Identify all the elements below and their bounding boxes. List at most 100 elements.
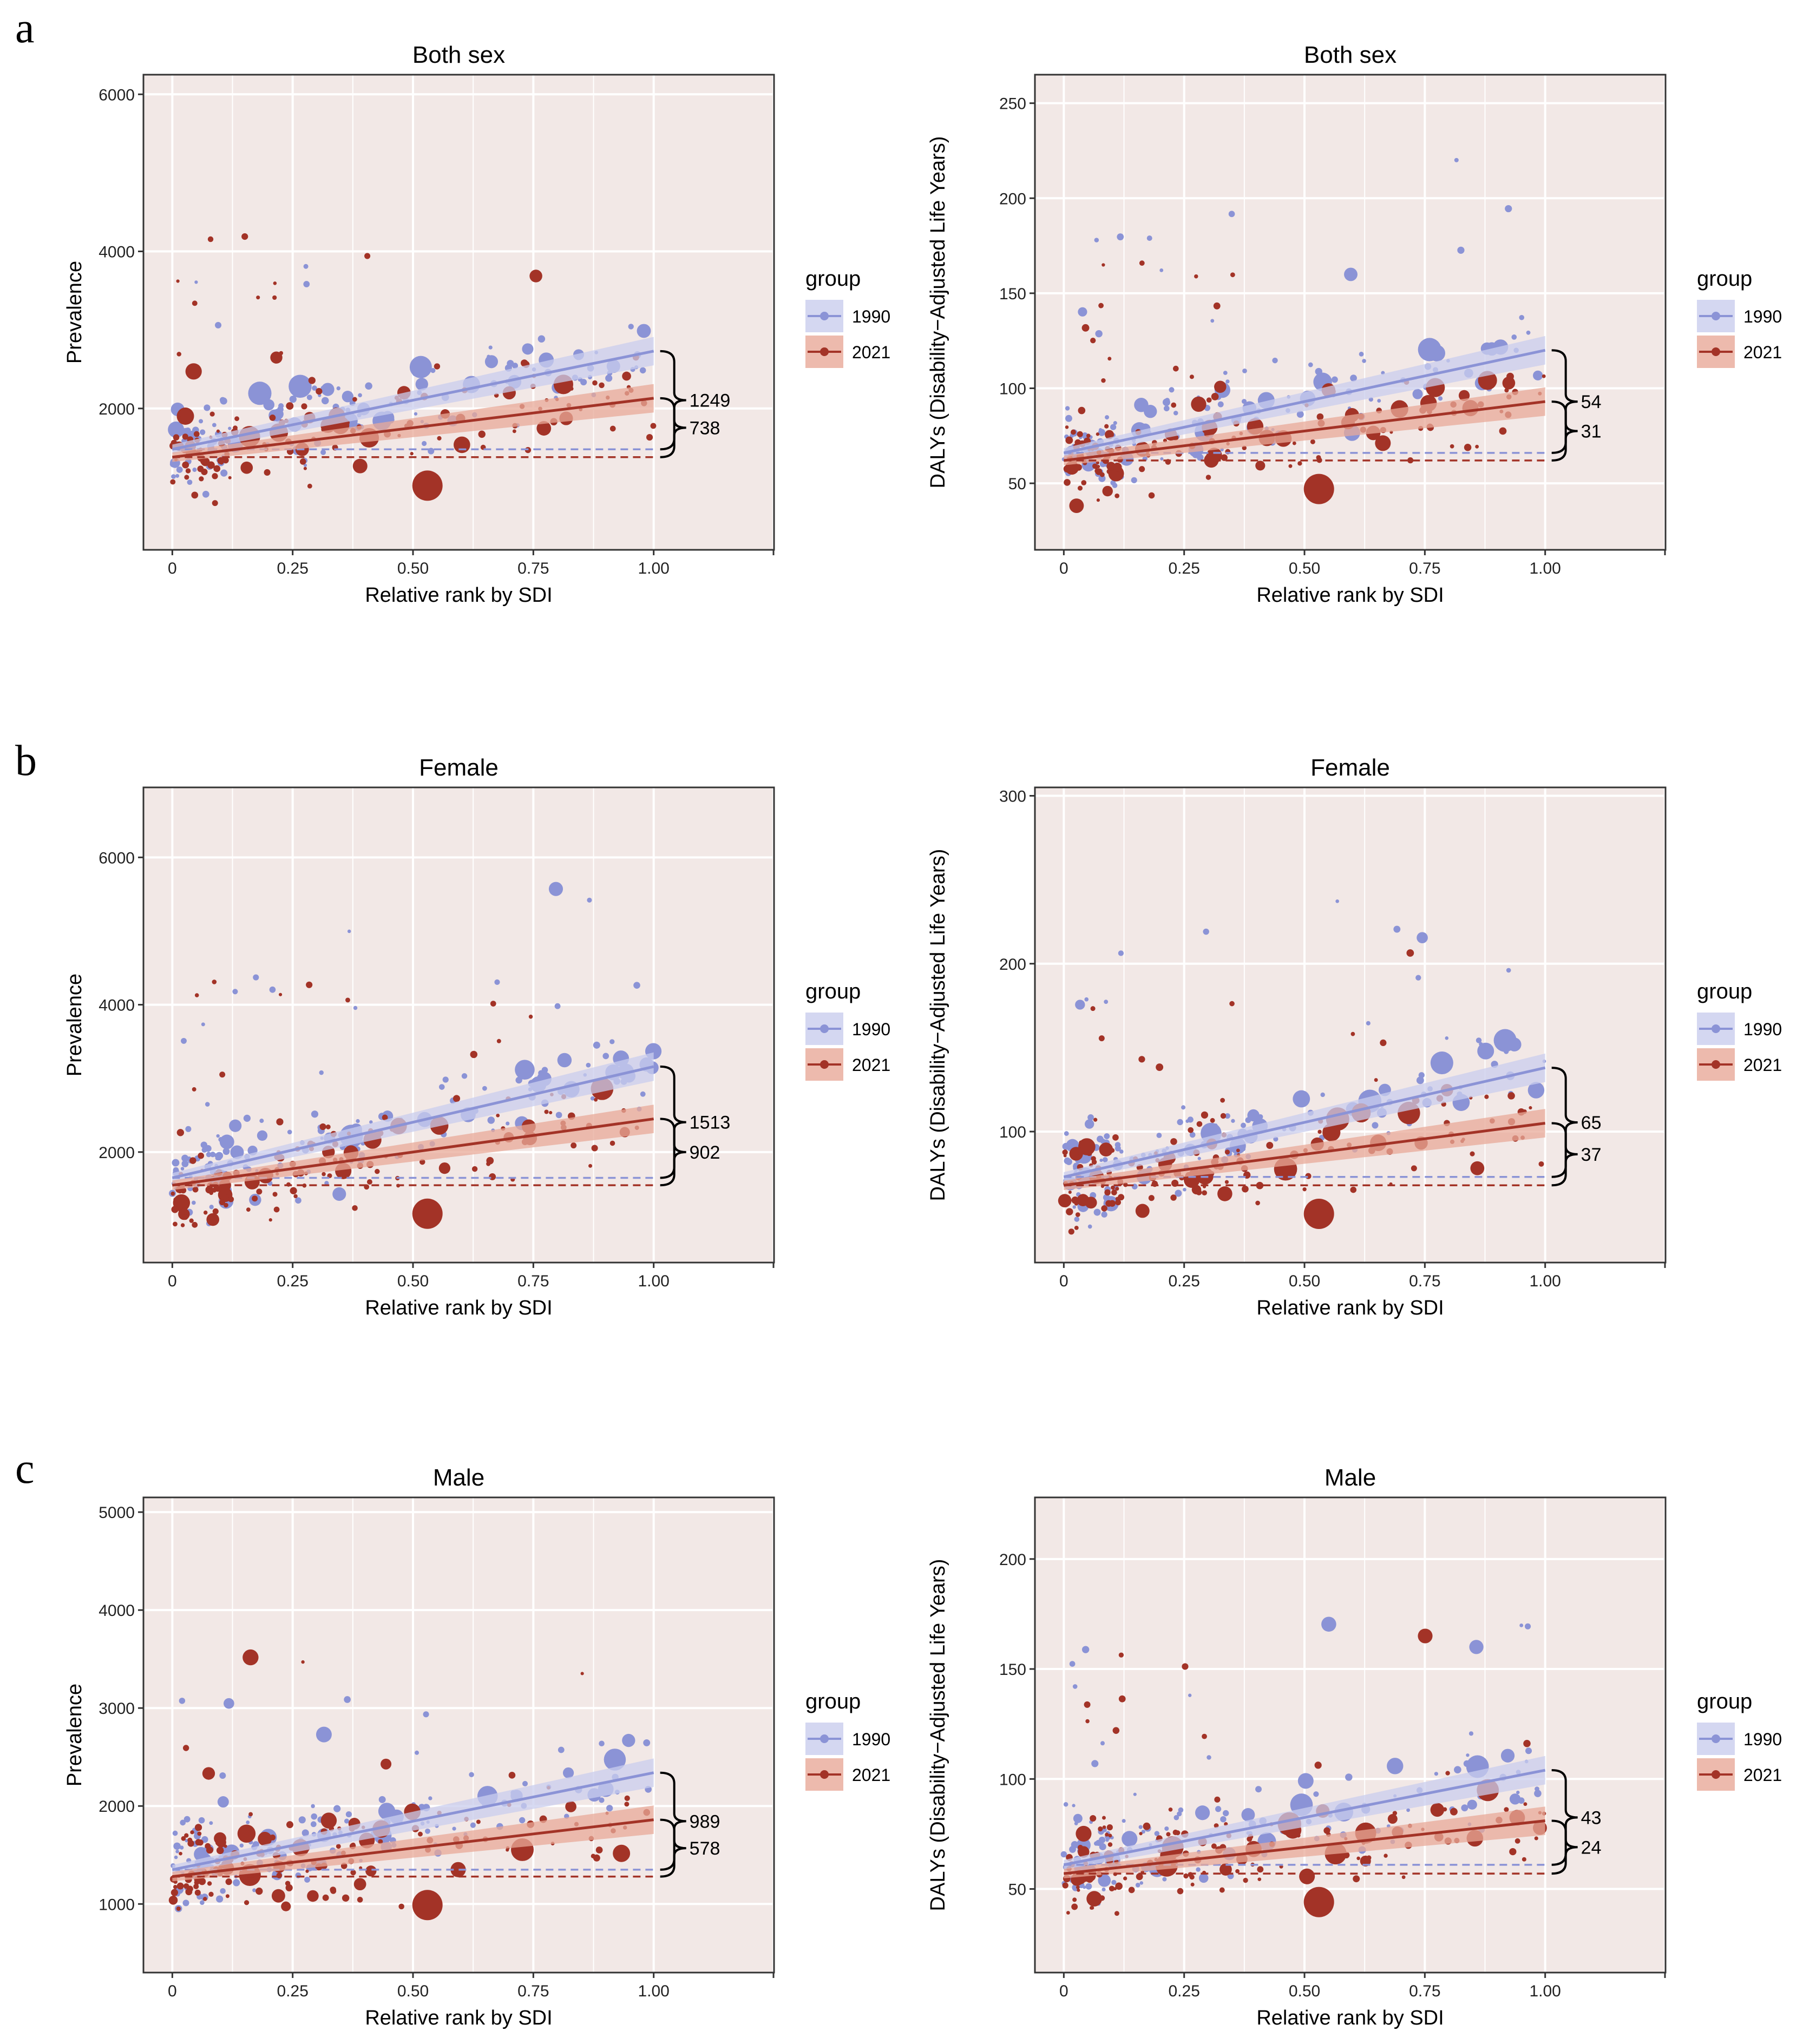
data-point-2021 (1102, 263, 1105, 267)
legend-item-label: 2021 (1743, 343, 1782, 362)
data-point-2021 (1303, 474, 1334, 504)
data-point-2021 (345, 997, 350, 1003)
brace-label: 43 (1581, 1808, 1602, 1828)
data-point-2021 (191, 491, 199, 499)
data-point-2021 (1323, 1827, 1330, 1834)
data-point-2021 (1096, 498, 1100, 502)
x-tick-label: 0.75 (517, 560, 549, 577)
data-point-1990 (1197, 1156, 1201, 1160)
data-point-2021 (512, 429, 516, 433)
data-point-1990 (1185, 1119, 1189, 1123)
data-point-2021 (613, 1844, 631, 1862)
legend-key-point (820, 1024, 829, 1033)
data-point-1990 (230, 1145, 244, 1159)
data-point-1990 (1387, 1758, 1404, 1774)
data-point-2021 (176, 408, 194, 425)
y-tick-label: 4000 (99, 244, 135, 261)
chart-title: Male (1325, 1464, 1376, 1491)
data-point-1990 (1526, 330, 1531, 335)
legend-key-point (1712, 1024, 1720, 1033)
data-point-1990 (202, 490, 209, 498)
data-point-2021 (1148, 1195, 1155, 1201)
data-point-1990 (1164, 1826, 1169, 1831)
data-point-2021 (1081, 324, 1090, 332)
data-point-2021 (1254, 421, 1262, 429)
data-point-1990 (512, 363, 519, 369)
data-point-1990 (1308, 362, 1313, 367)
data-point-2021 (273, 1206, 280, 1213)
data-point-2021 (177, 415, 181, 419)
panel-letter-b: b (15, 737, 37, 785)
data-point-2021 (1418, 1628, 1433, 1644)
data-point-1990 (1321, 1616, 1336, 1632)
data-point-1990 (1220, 1816, 1227, 1823)
fit-line-2021 (1064, 400, 1545, 462)
data-point-2021 (281, 1901, 291, 1911)
data-point-1990 (1178, 1807, 1184, 1813)
data-point-2021 (1380, 1039, 1387, 1047)
data-point-1990 (1098, 1874, 1111, 1887)
data-point-2021 (228, 1196, 234, 1202)
data-point-2021 (1093, 1118, 1098, 1122)
data-point-1990 (246, 1820, 250, 1824)
x-tick-label: 0.75 (517, 1982, 549, 2000)
data-point-2021 (301, 1660, 305, 1664)
data-point-1990 (1461, 1804, 1468, 1812)
data-point-2021 (1509, 1848, 1517, 1856)
data-point-1990 (253, 974, 259, 981)
data-point-1990 (506, 1121, 510, 1126)
data-point-2021 (1111, 1185, 1115, 1190)
data-point-2021 (1101, 378, 1106, 383)
data-point-1990 (216, 1134, 220, 1138)
y-tick-label: 150 (999, 285, 1026, 303)
legend-key-point (1712, 1060, 1720, 1069)
data-point-2021 (398, 1903, 404, 1910)
data-point-2021 (1093, 464, 1098, 469)
data-point-1990 (1505, 205, 1512, 213)
data-point-2021 (1076, 1825, 1092, 1842)
plot-background (1035, 1497, 1666, 1973)
data-point-2021 (192, 300, 198, 306)
data-point-2021 (1069, 498, 1084, 513)
data-point-2021 (1387, 1814, 1398, 1824)
y-axis-label: Prevalence (63, 1684, 86, 1786)
plot-background (1035, 75, 1666, 550)
data-point-1990 (1509, 1793, 1521, 1805)
data-point-1990 (303, 281, 310, 287)
chart-title: Male (433, 1464, 484, 1491)
data-point-1990 (1085, 1883, 1092, 1890)
legend-key-point (1712, 1770, 1720, 1779)
data-point-2021 (588, 1164, 593, 1168)
data-point-2021 (1090, 1006, 1096, 1011)
legend-item-label: 2021 (852, 1765, 890, 1785)
y-axis-label: Prevalence (63, 974, 86, 1076)
data-point-1990 (224, 1698, 234, 1709)
data-point-2021 (476, 1819, 481, 1824)
legend: group 1990 2021 (1697, 267, 1782, 368)
data-point-1990 (198, 1817, 205, 1824)
chart-5: 43 24 0 0.25 0.50 0.75 1.00 50 100 150 200 Male Rela… (927, 1464, 1782, 2029)
data-point-2021 (1299, 1868, 1315, 1884)
data-point-1990 (1418, 338, 1441, 362)
legend-title: group (1697, 1690, 1752, 1713)
data-point-2021 (1384, 1854, 1388, 1858)
data-point-2021 (1102, 1816, 1106, 1820)
data-point-2021 (306, 981, 313, 988)
data-point-2021 (183, 1883, 189, 1889)
data-point-1990 (248, 382, 272, 405)
x-axis-label: Relative rank by SDI (1256, 1297, 1444, 1319)
data-point-1990 (1122, 1831, 1138, 1847)
data-point-1990 (257, 1130, 268, 1141)
data-point-1990 (1113, 421, 1117, 425)
data-point-2021 (352, 458, 368, 474)
data-point-2021 (365, 1865, 377, 1877)
data-point-2021 (322, 1894, 329, 1901)
data-point-1990 (1231, 1119, 1235, 1123)
brace-label: 54 (1581, 392, 1602, 412)
data-point-2021 (1068, 1228, 1074, 1235)
data-point-1990 (1094, 238, 1099, 242)
data-point-2021 (1066, 1911, 1070, 1915)
data-point-2021 (528, 1014, 533, 1019)
data-point-1990 (1506, 968, 1511, 973)
data-point-2021 (200, 458, 207, 465)
